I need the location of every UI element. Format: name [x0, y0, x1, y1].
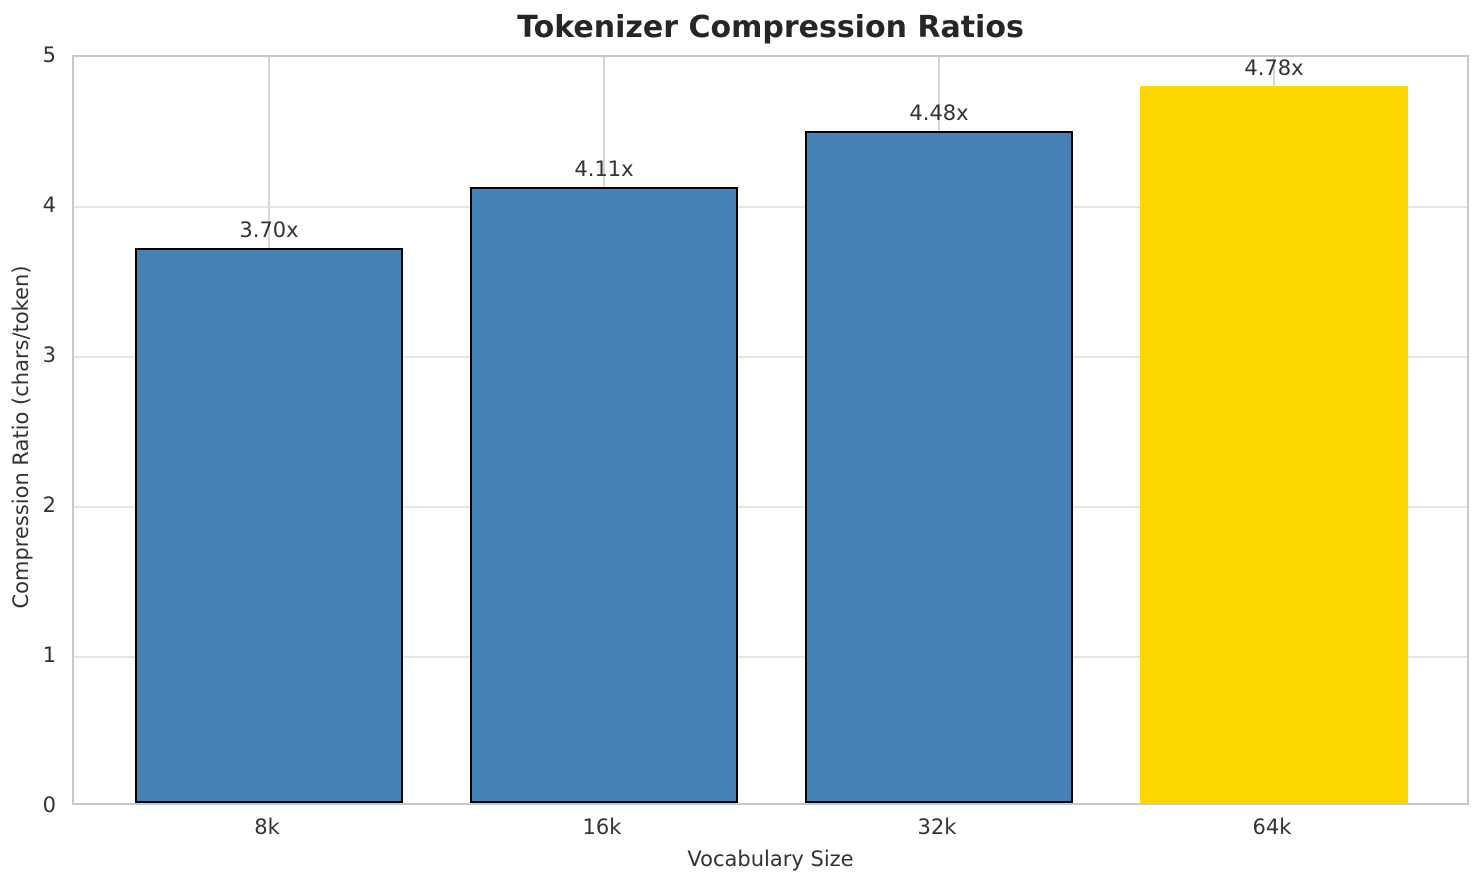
bar-32k — [805, 131, 1073, 803]
chart-title: Tokenizer Compression Ratios — [517, 10, 1024, 45]
y-gridline — [74, 506, 1467, 508]
bar-64k — [1140, 86, 1408, 803]
y-tick-label: 3 — [42, 343, 56, 367]
y-gridline — [74, 206, 1467, 208]
bar-value-label: 3.70x — [239, 218, 299, 242]
y-tick-label: 4 — [42, 193, 56, 217]
bar-16k — [470, 186, 738, 803]
x-tick-label: 64k — [1252, 815, 1292, 839]
y-tick-label: 5 — [42, 43, 56, 67]
bar-value-label: 4.78x — [1244, 56, 1304, 80]
x-axis-label: Vocabulary Size — [687, 847, 854, 871]
y-axis-label: Compression Ratio (chars/token) — [9, 265, 33, 609]
y-tick-label: 0 — [42, 793, 56, 817]
y-gridline — [74, 656, 1467, 658]
bar-value-label: 4.11x — [574, 156, 634, 181]
bar-value-label: 4.48x — [909, 101, 969, 125]
plot-area: 3.70x 4.11x 4.48x 4.78x — [72, 55, 1469, 805]
x-tick-label: 32k — [917, 815, 957, 839]
x-tick-label: 8k — [254, 815, 280, 839]
y-gridline — [74, 356, 1467, 358]
y-tick-label: 2 — [42, 493, 56, 517]
bar-8k — [135, 248, 403, 803]
y-tick-label: 1 — [42, 643, 56, 667]
x-tick-label: 16k — [582, 815, 622, 839]
